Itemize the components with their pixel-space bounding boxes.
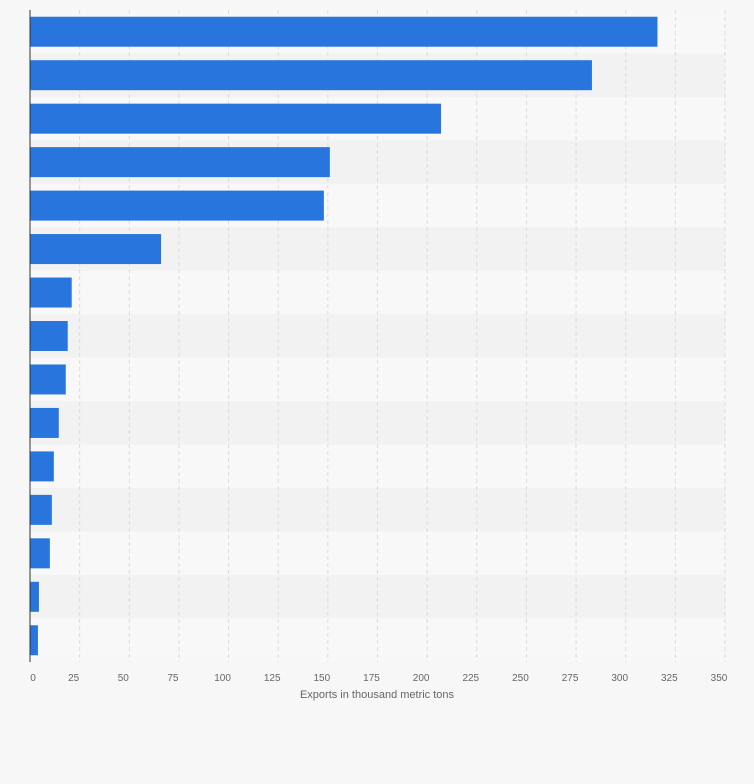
x-tick-label: 100 (214, 673, 231, 684)
bar (30, 277, 72, 308)
bar (30, 147, 330, 178)
x-tick-label: 350 (711, 673, 728, 684)
x-tick-label: 0 (30, 673, 36, 684)
x-tick-label: 325 (661, 673, 678, 684)
x-tick-label: 50 (118, 673, 130, 684)
bar (30, 190, 324, 221)
bar (30, 364, 66, 395)
x-tick-label: 200 (413, 673, 430, 684)
bar (30, 407, 59, 438)
x-tick-label: 250 (512, 673, 529, 684)
x-tick-label: 225 (462, 673, 479, 684)
x-tick-label: 75 (167, 673, 179, 684)
bar (30, 16, 658, 47)
bar (30, 321, 68, 351)
bar (30, 494, 52, 525)
x-axis-label: Exports in thousand metric tons (300, 689, 455, 701)
x-tick-label: 275 (562, 673, 579, 684)
x-tick-label: 125 (264, 673, 281, 684)
row-band (30, 575, 725, 619)
bar (30, 625, 38, 656)
row-band (30, 357, 725, 402)
x-tick-labels: 0 25 50 75 100 125 150 175 200 225 250 275 300 325 350 (30, 673, 728, 684)
bar (30, 60, 592, 91)
x-tick-label: 25 (68, 673, 80, 684)
x-tick-label: 300 (611, 673, 628, 684)
x-tick-label: 175 (363, 673, 380, 684)
x-tick-label: 150 (314, 673, 331, 684)
bar (30, 103, 442, 134)
bar (30, 451, 54, 482)
bar (30, 234, 162, 265)
bar (30, 581, 39, 612)
bars (30, 16, 658, 656)
bar (30, 538, 50, 569)
